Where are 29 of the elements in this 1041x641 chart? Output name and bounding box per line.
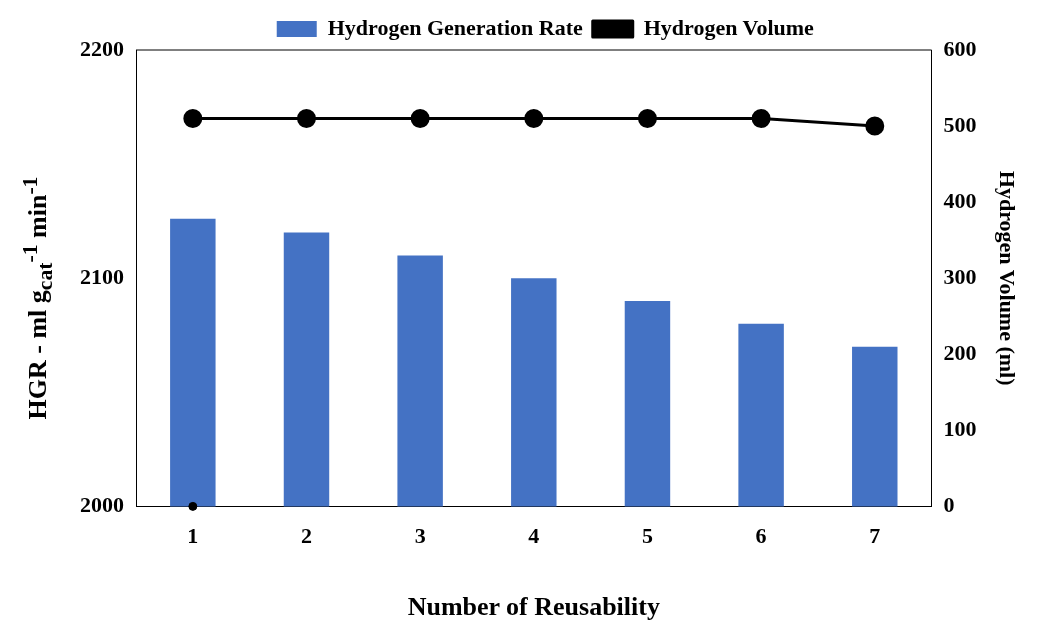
x-tick-label: 6 <box>755 523 767 549</box>
x-tick-label: 3 <box>414 523 426 549</box>
point <box>410 108 430 128</box>
y2-axis-title: Hydrogen Volume (ml) <box>995 170 1021 386</box>
point <box>188 501 198 511</box>
legend-label: Hydrogen Volume <box>643 14 815 40</box>
y2-tick-label: 200 <box>943 339 977 365</box>
point <box>296 108 316 128</box>
y2-tick-label: 0 <box>943 492 955 518</box>
y2-tick-label: 600 <box>943 35 977 61</box>
point <box>524 108 544 128</box>
x-tick-label: 7 <box>869 523 881 549</box>
point <box>637 108 657 128</box>
y-tick-label: 2000 <box>80 492 124 518</box>
y2-tick-label: 300 <box>943 263 977 289</box>
y-tick-label: 2100 <box>80 263 124 289</box>
y-tick-label: 2200 <box>80 35 124 61</box>
x-axis-title: Number of Reusability <box>407 592 660 622</box>
x-tick-label: 2 <box>300 523 312 549</box>
y2-tick-label: 100 <box>943 416 977 442</box>
point <box>183 108 203 128</box>
x-tick-label: 5 <box>641 523 653 549</box>
y2-tick-label: 500 <box>943 111 977 137</box>
x-tick-label: 1 <box>187 523 199 549</box>
point <box>865 116 885 136</box>
y2-tick-label: 400 <box>943 187 977 213</box>
x-tick-label: 4 <box>528 523 540 549</box>
legend-label: Hydrogen Generation Rate <box>327 14 583 40</box>
point <box>751 108 771 128</box>
